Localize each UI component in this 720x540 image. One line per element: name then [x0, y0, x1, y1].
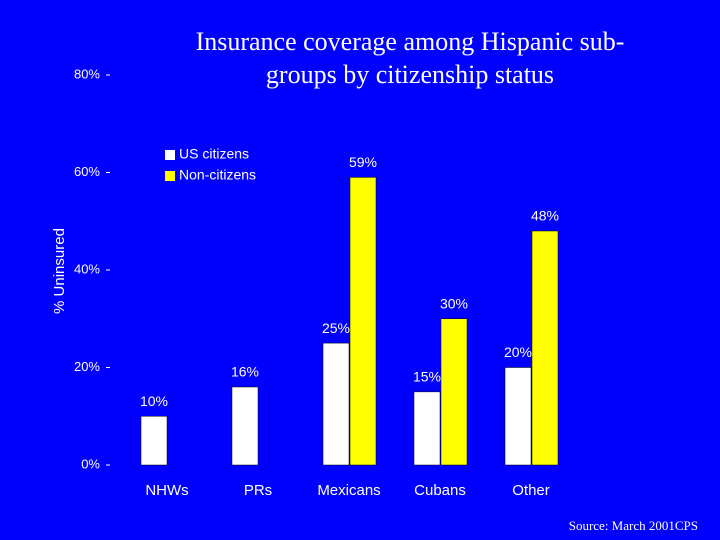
chart-title: groups by citizenship status [266, 60, 554, 89]
chart-title: Insurance coverage among Hispanic sub- [196, 27, 625, 56]
x-tick-label: NHWs [145, 482, 188, 499]
x-tick-label: Mexicans [317, 482, 380, 499]
y-tick-label: 0% [81, 456, 100, 471]
bar [440, 318, 468, 466]
value-label: 59% [349, 154, 377, 170]
x-tick-label: PRs [244, 482, 272, 499]
value-label: 25% [322, 320, 350, 336]
bar [349, 177, 377, 466]
y-tick-label: 40% [74, 261, 100, 276]
bar [322, 342, 350, 466]
bar [504, 367, 532, 466]
value-label: 15% [413, 369, 441, 385]
y-tick-label: 60% [74, 164, 100, 179]
y-axis-label: % Uninsured [51, 228, 68, 314]
x-tick-label: Cubans [414, 482, 466, 499]
value-label: 16% [231, 364, 259, 380]
value-label: 10% [140, 393, 168, 409]
bar [231, 386, 259, 466]
y-tick-label: 20% [74, 359, 100, 374]
value-label: 20% [504, 344, 532, 360]
legend-label: US citizens [179, 146, 249, 162]
legend-swatch [165, 150, 175, 160]
source-note: Source: March 2001CPS [569, 518, 698, 533]
bar [413, 391, 441, 466]
value-label: 30% [440, 295, 468, 311]
bar [531, 230, 559, 466]
legend-label: Non-citizens [179, 167, 256, 183]
y-tick-label: 80% [74, 66, 100, 81]
value-label: 48% [531, 208, 559, 224]
bar [140, 416, 168, 466]
legend-swatch [165, 171, 175, 181]
x-tick-label: Other [512, 482, 550, 499]
